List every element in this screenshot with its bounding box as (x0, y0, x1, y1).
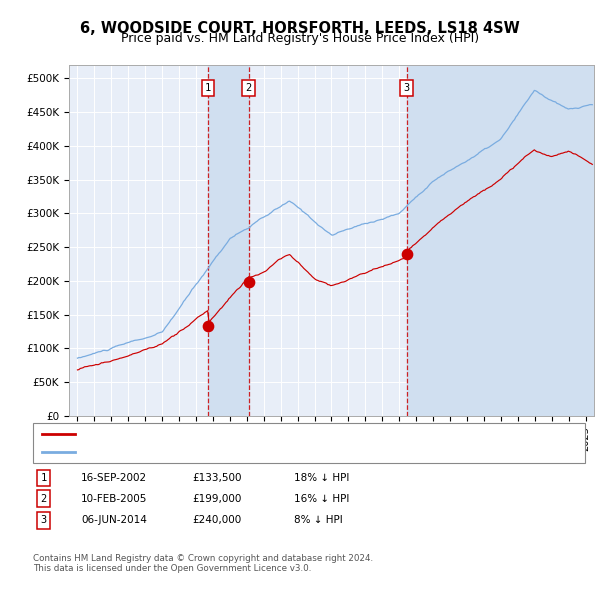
Text: 1: 1 (41, 473, 47, 483)
Text: 2: 2 (41, 494, 47, 503)
Text: 6, WOODSIDE COURT, HORSFORTH, LEEDS, LS18 4SW: 6, WOODSIDE COURT, HORSFORTH, LEEDS, LS1… (80, 21, 520, 35)
Text: £199,000: £199,000 (192, 494, 241, 503)
Point (244, 277, 253, 286)
Text: 8% ↓ HPI: 8% ↓ HPI (294, 516, 343, 525)
Point (203, 321, 213, 330)
Text: 16-SEP-2002: 16-SEP-2002 (81, 473, 147, 483)
Text: 3: 3 (403, 83, 410, 93)
Text: 6, WOODSIDE COURT, HORSFORTH, LEEDS, LS18 4SW (detached house): 6, WOODSIDE COURT, HORSFORTH, LEEDS, LS1… (82, 429, 442, 439)
Text: HPI: Average price, detached house, Leeds: HPI: Average price, detached house, Leed… (82, 447, 296, 457)
Text: 1: 1 (205, 83, 211, 93)
Text: 2: 2 (245, 83, 252, 93)
Text: Price paid vs. HM Land Registry's House Price Index (HPI): Price paid vs. HM Land Registry's House … (121, 32, 479, 45)
Text: 18% ↓ HPI: 18% ↓ HPI (294, 473, 349, 483)
Text: 06-JUN-2014: 06-JUN-2014 (81, 516, 147, 525)
Text: 16% ↓ HPI: 16% ↓ HPI (294, 494, 349, 503)
Bar (407, 65, 594, 416)
Text: £133,500: £133,500 (192, 473, 241, 483)
Text: 3: 3 (41, 516, 47, 525)
Text: Contains HM Land Registry data © Crown copyright and database right 2024.
This d: Contains HM Land Registry data © Crown c… (33, 554, 373, 573)
Text: 10-FEB-2005: 10-FEB-2005 (81, 494, 148, 503)
Point (402, 249, 412, 258)
Text: £240,000: £240,000 (192, 516, 241, 525)
Bar (208, 65, 248, 416)
